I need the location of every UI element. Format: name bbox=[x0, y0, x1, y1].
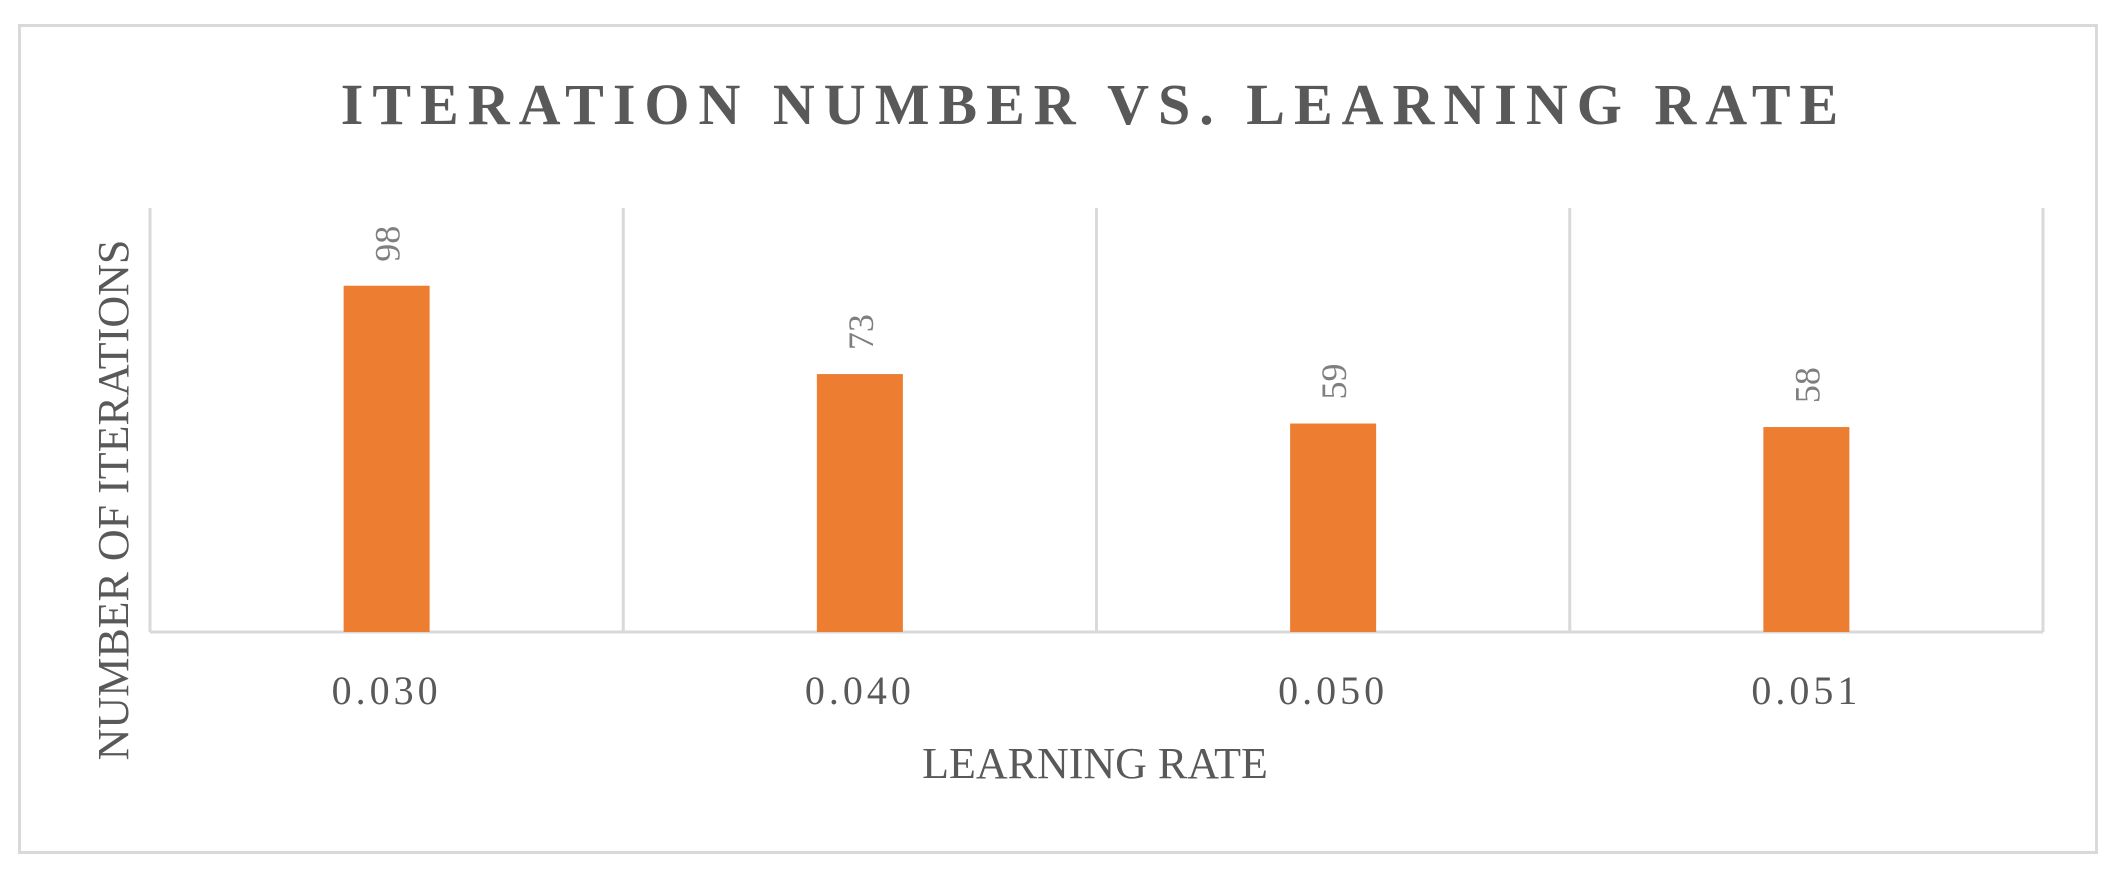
data-label: 73 bbox=[841, 314, 881, 350]
bar bbox=[1763, 427, 1850, 632]
x-tick-label: 0.051 bbox=[1751, 668, 1861, 713]
chart-title: ITERATION NUMBER VS. LEARNING RATE bbox=[341, 72, 1847, 137]
data-label: 59 bbox=[1314, 364, 1354, 400]
x-axis-title: LEARNING RATE bbox=[922, 739, 1268, 788]
bar bbox=[343, 285, 430, 632]
bar-layer bbox=[343, 285, 1850, 632]
y-axis-title: NUMBER OF ITERATIONS bbox=[89, 240, 138, 761]
x-tick-label: 0.030 bbox=[332, 668, 442, 713]
label-layer: 98 0.030 73 0.040 59 0.050 58 0.051 bbox=[332, 226, 1861, 713]
data-label: 58 bbox=[1787, 367, 1827, 403]
bar bbox=[1290, 423, 1377, 632]
x-tick-label: 0.050 bbox=[1278, 668, 1388, 713]
bar bbox=[816, 374, 903, 632]
x-tick-label: 0.040 bbox=[805, 668, 915, 713]
grid-layer bbox=[148, 208, 2045, 634]
data-label: 98 bbox=[368, 226, 408, 262]
